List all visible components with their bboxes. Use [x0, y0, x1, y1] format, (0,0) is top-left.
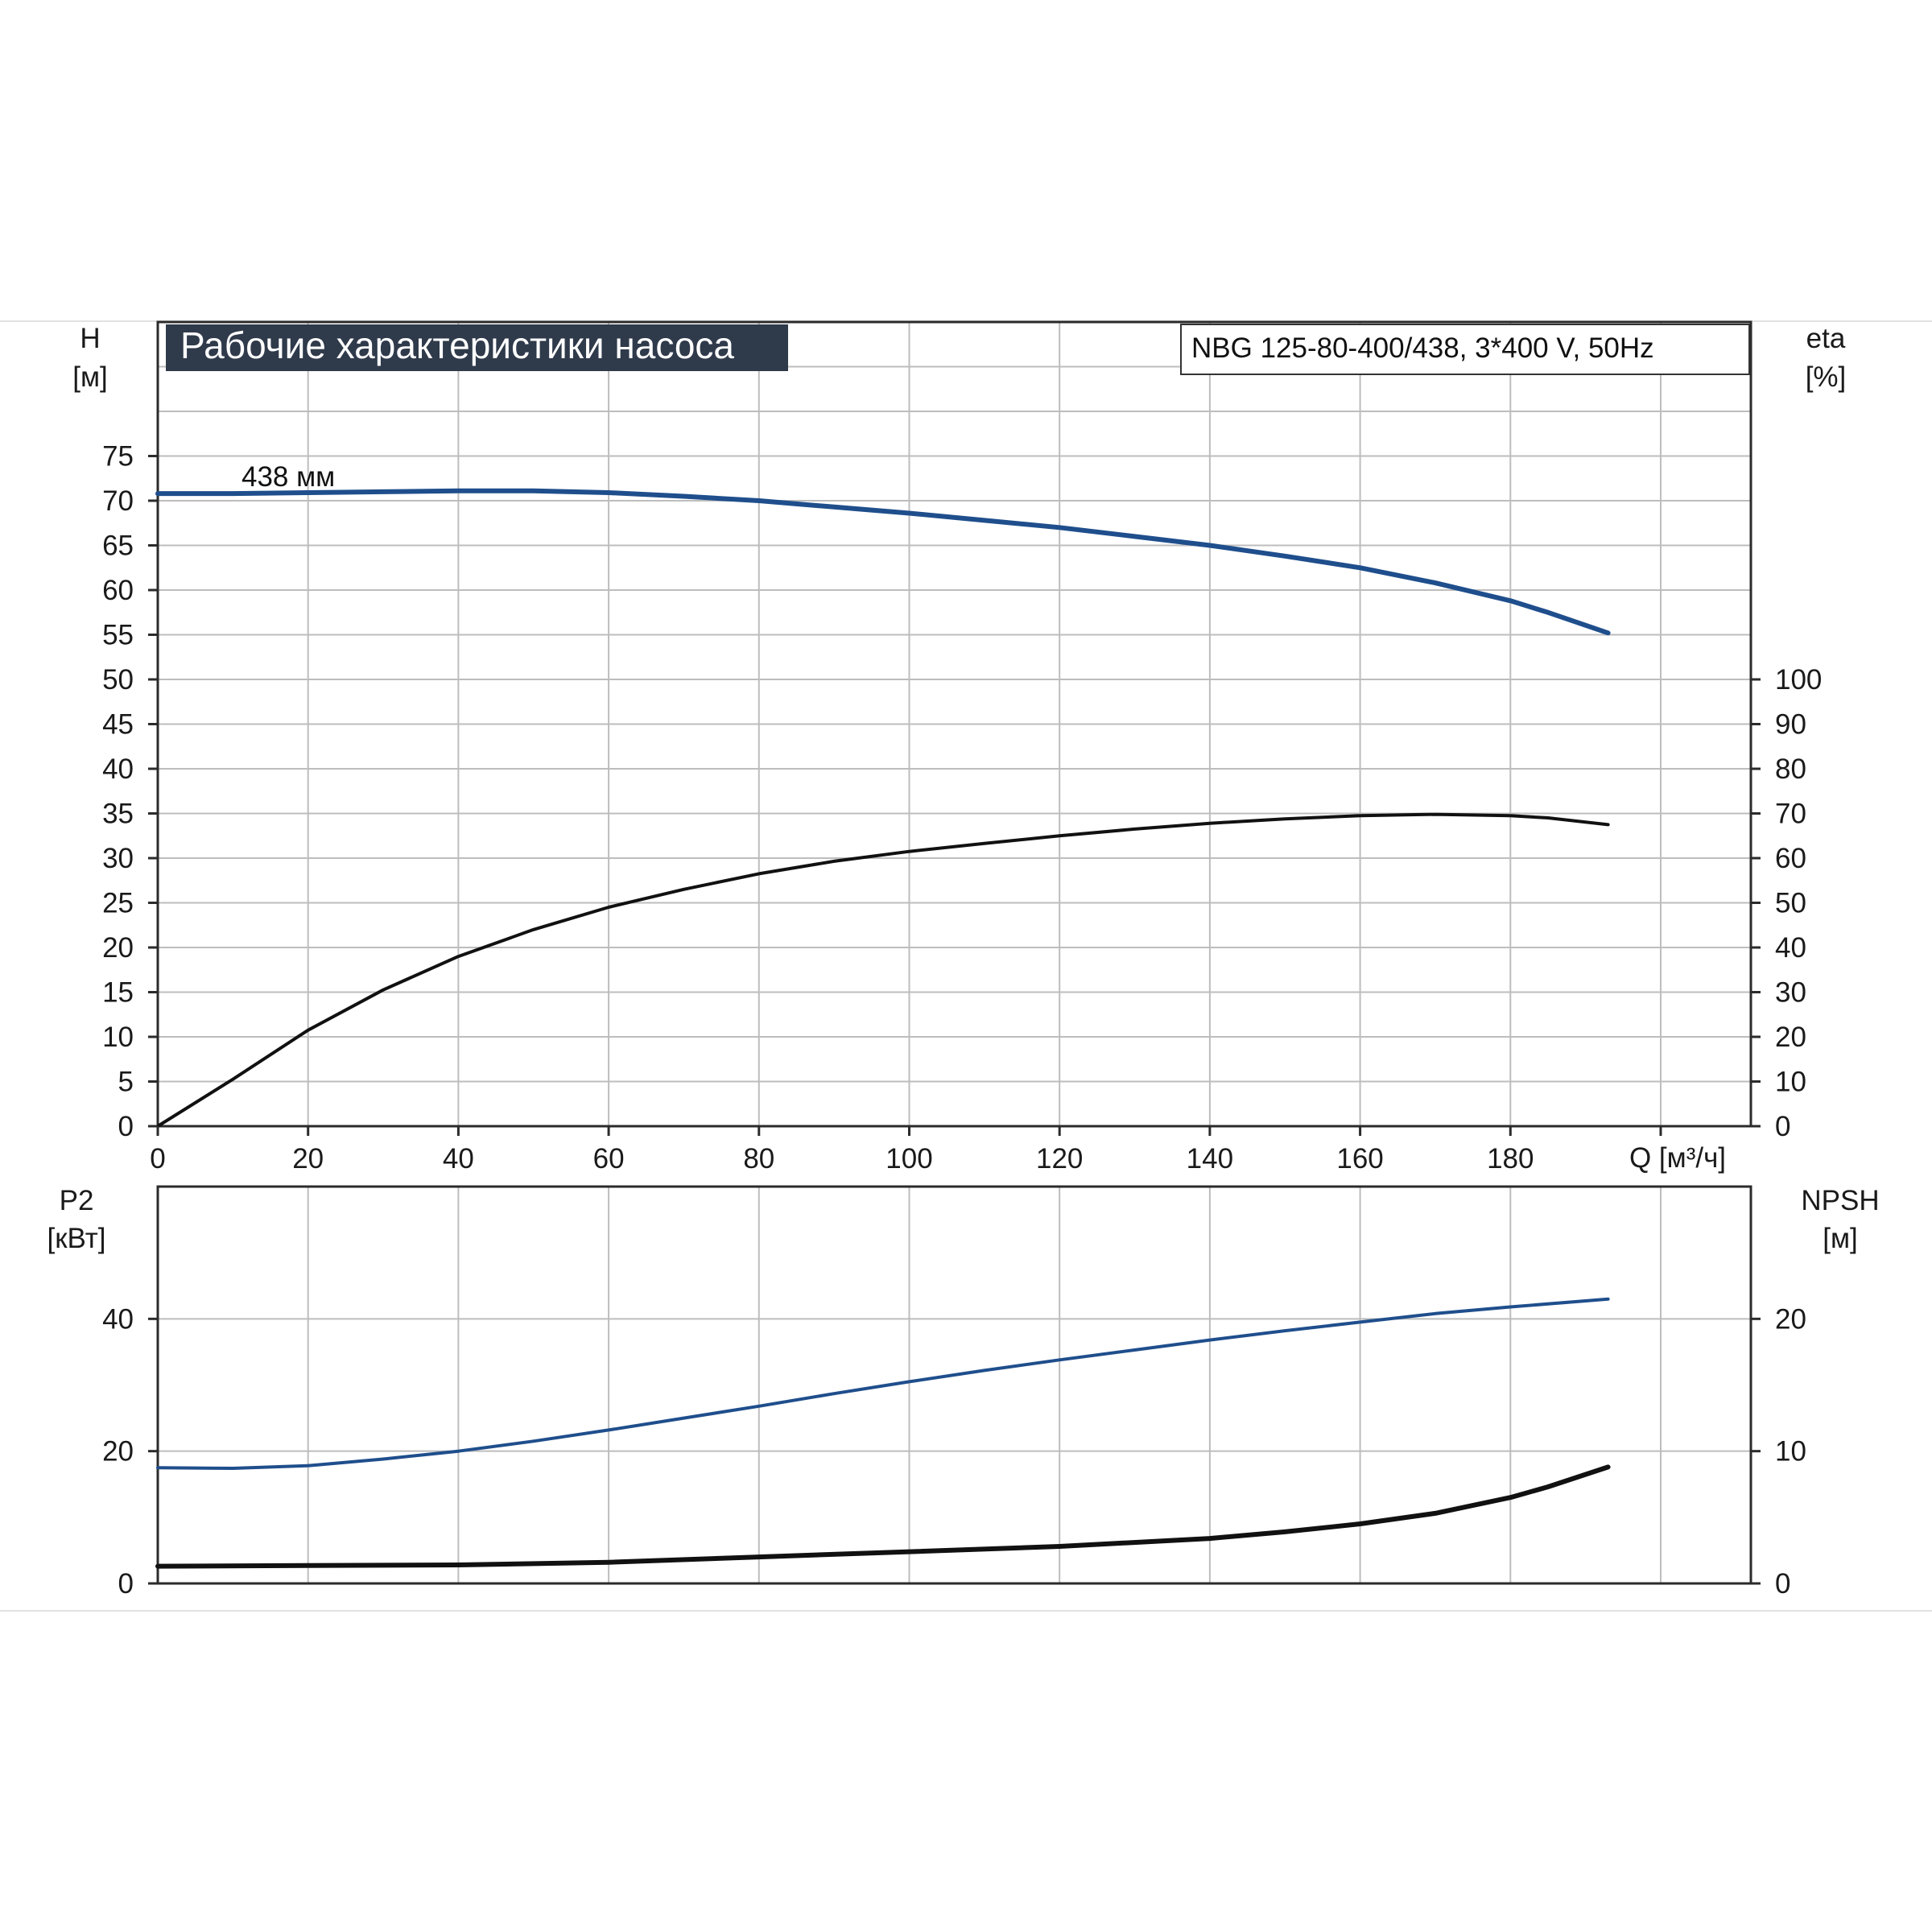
efficiency-tick-label: 40: [1775, 932, 1806, 964]
head-tick-label: 40: [102, 753, 134, 785]
head-tick-label: 20: [102, 932, 134, 964]
bottom-series-lines: [155, 1297, 1611, 1569]
power-npsh-panel: 0 20 40 0 10 20 P2 [кВт] NPSH [м]: [47, 1185, 1880, 1600]
head-tick-label: 50: [102, 664, 134, 696]
power-tick-label: 0: [118, 1568, 134, 1600]
power-tick-label: 40: [102, 1303, 134, 1335]
head-tick-label: 15: [102, 977, 134, 1009]
npsh-axis-title-line2: [м]: [1823, 1223, 1858, 1254]
npsh-curve-line: [155, 1464, 1611, 1569]
flow-axis-ticks: 0 20 40 60 80 100 120 140 160 180: [150, 1126, 1662, 1174]
head-tick-label: 35: [102, 799, 134, 830]
flow-tick-label: 80: [743, 1143, 774, 1174]
efficiency-tick-label: 30: [1775, 977, 1806, 1009]
flow-tick-label: 20: [292, 1143, 324, 1174]
head-tick-label: 5: [118, 1067, 134, 1098]
efficiency-axis-title-line1: eta: [1806, 323, 1846, 354]
power-curve-line: [156, 1297, 1610, 1470]
head-axis-title-line2: [м]: [72, 361, 108, 393]
efficiency-tick-label: 50: [1775, 888, 1806, 919]
flow-tick-label: 100: [886, 1143, 932, 1174]
head-axis-title-line1: H: [80, 323, 100, 354]
efficiency-tick-label: 80: [1775, 753, 1806, 785]
flow-tick-label: 0: [150, 1143, 165, 1174]
npsh-tick-label: 10: [1775, 1436, 1806, 1468]
efficiency-tick-label: 20: [1775, 1022, 1806, 1053]
title-box: [166, 324, 788, 371]
efficiency-tick-label: 70: [1775, 799, 1806, 830]
head-tick-label: 70: [102, 485, 134, 517]
efficiency-tick-label: 60: [1775, 843, 1806, 874]
head-tick-label: 25: [102, 888, 134, 919]
npsh-tick-label: 0: [1775, 1568, 1790, 1600]
flow-tick-label: 60: [593, 1143, 625, 1174]
efficiency-axis-title-line2: [%]: [1806, 361, 1847, 393]
impeller-diameter-label: 438 мм: [242, 461, 335, 493]
top-grid: [158, 322, 1751, 1126]
head-tick-label: 30: [102, 843, 134, 874]
efficiency-tick-label: 90: [1775, 709, 1806, 741]
power-axis-ticks: 0 20 40: [102, 1303, 158, 1600]
model-label: NBG 125-80-400/438, 3*400 V, 50Hz: [1191, 332, 1654, 364]
head-tick-label: 75: [102, 441, 134, 473]
npsh-axis-ticks: 0 10 20: [1751, 1303, 1806, 1600]
flow-axis-title: Q [м³/ч]: [1629, 1142, 1726, 1174]
head-tick-label: 65: [102, 530, 134, 562]
head-curve-line: [155, 488, 1611, 636]
power-axis-title-line2: [кВт]: [47, 1223, 106, 1254]
bottom-grid: [158, 1187, 1751, 1583]
flow-tick-label: 40: [443, 1143, 474, 1174]
head-tick-label: 0: [118, 1111, 134, 1142]
head-tick-label: 55: [102, 620, 134, 651]
efficiency-axis-ticks: 0 10 20 30 40 50 60 70 80 90 100: [1751, 664, 1822, 1142]
efficiency-tick-label: 0: [1775, 1111, 1790, 1142]
head-tick-label: 10: [102, 1022, 134, 1053]
head-tick-label: 60: [102, 575, 134, 606]
efficiency-tick-label: 100: [1775, 664, 1822, 696]
flow-tick-label: 140: [1187, 1143, 1233, 1174]
head-tick-label: 45: [102, 709, 134, 741]
flow-tick-label: 180: [1487, 1143, 1534, 1174]
efficiency-tick-label: 10: [1775, 1067, 1806, 1098]
bottom-plot-frame: [156, 1185, 1752, 1585]
model-box: [1180, 324, 1750, 375]
head-efficiency-panel: 0 5 10 15 20 25 30 35 40 45 50 55 60 65 70 75 0 10 20 30 40…: [72, 320, 1847, 1174]
flow-tick-label: 160: [1336, 1143, 1383, 1174]
top-series-lines: [155, 488, 1611, 1128]
flow-tick-label: 120: [1036, 1143, 1083, 1174]
power-tick-label: 20: [102, 1436, 134, 1468]
head-axis-ticks: 0 5 10 15 20 25 30 35 40 45 50 55 60 65 70 75: [102, 441, 158, 1142]
power-axis-title-line1: P2: [60, 1185, 94, 1216]
efficiency-curve-line: [156, 812, 1610, 1128]
chart-title: Рабочие характеристики насоса: [180, 324, 734, 366]
npsh-axis-title-line1: NPSH: [1801, 1185, 1879, 1216]
npsh-tick-label: 20: [1775, 1303, 1806, 1335]
